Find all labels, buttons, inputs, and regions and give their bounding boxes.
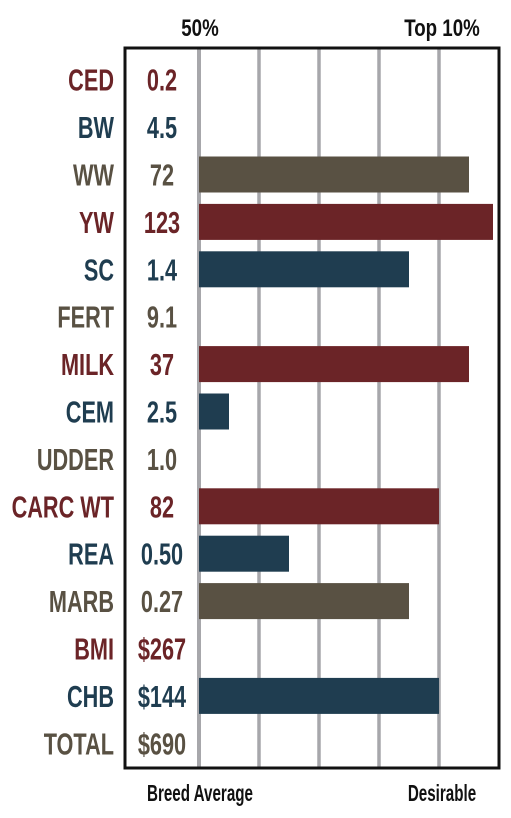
bar-chb (199, 677, 439, 714)
trait-label: YW (79, 205, 115, 240)
header-right-label: Top 10% (404, 15, 480, 42)
trait-label: MILK (61, 347, 115, 382)
trait-value: 72 (150, 158, 174, 193)
trait-value: 37 (150, 347, 174, 382)
gridlines (197, 48, 441, 768)
trait-value: 4.5 (147, 110, 177, 145)
trait-value: 0.50 (141, 537, 183, 572)
bar-milk (199, 346, 469, 383)
trait-value: 1.0 (147, 442, 177, 477)
bar-sc (199, 251, 409, 288)
bar-cem (199, 393, 229, 430)
trait-label: BW (78, 110, 115, 145)
trait-label: CARC WT (12, 489, 115, 524)
bars (199, 156, 493, 714)
bar-rea (199, 535, 289, 572)
row-labels: CED 0.2 BW 4.5 WW 72 YW 123 SC 1.4 FERT 9.1 MILK 37 CE… (12, 63, 187, 761)
trait-label: CEM (66, 395, 114, 430)
trait-value: $144 (138, 679, 186, 714)
bar-marb (199, 583, 409, 620)
trait-label: CED (68, 63, 114, 98)
trait-label: REA (68, 537, 114, 572)
trait-label: CHB (67, 679, 114, 714)
trait-label: BMI (74, 632, 114, 667)
trait-value: 1.4 (147, 252, 177, 287)
trait-value: 0.27 (141, 584, 183, 619)
trait-label: UDDER (37, 442, 114, 477)
footer-left-label: Breed Average (147, 781, 253, 807)
header-left-label: 50% (181, 15, 218, 42)
trait-value: 9.1 (147, 300, 177, 335)
trait-label: FERT (57, 300, 114, 335)
trait-value: 123 (144, 205, 180, 240)
trait-value: 2.5 (147, 395, 177, 430)
trait-label: SC (84, 252, 114, 287)
bar-carc-wt (199, 488, 439, 525)
trait-label: WW (73, 158, 115, 193)
chart-frame (123, 46, 501, 770)
trait-value: $267 (138, 632, 186, 667)
trait-value: 0.2 (147, 63, 177, 98)
bar-ww (199, 156, 469, 193)
trait-value: $690 (138, 726, 186, 761)
trait-value: 82 (150, 489, 174, 524)
bar-yw (199, 203, 493, 240)
trait-label: MARB (49, 584, 114, 619)
footer-right-label: Desirable (408, 781, 476, 807)
trait-label: TOTAL (44, 726, 114, 761)
